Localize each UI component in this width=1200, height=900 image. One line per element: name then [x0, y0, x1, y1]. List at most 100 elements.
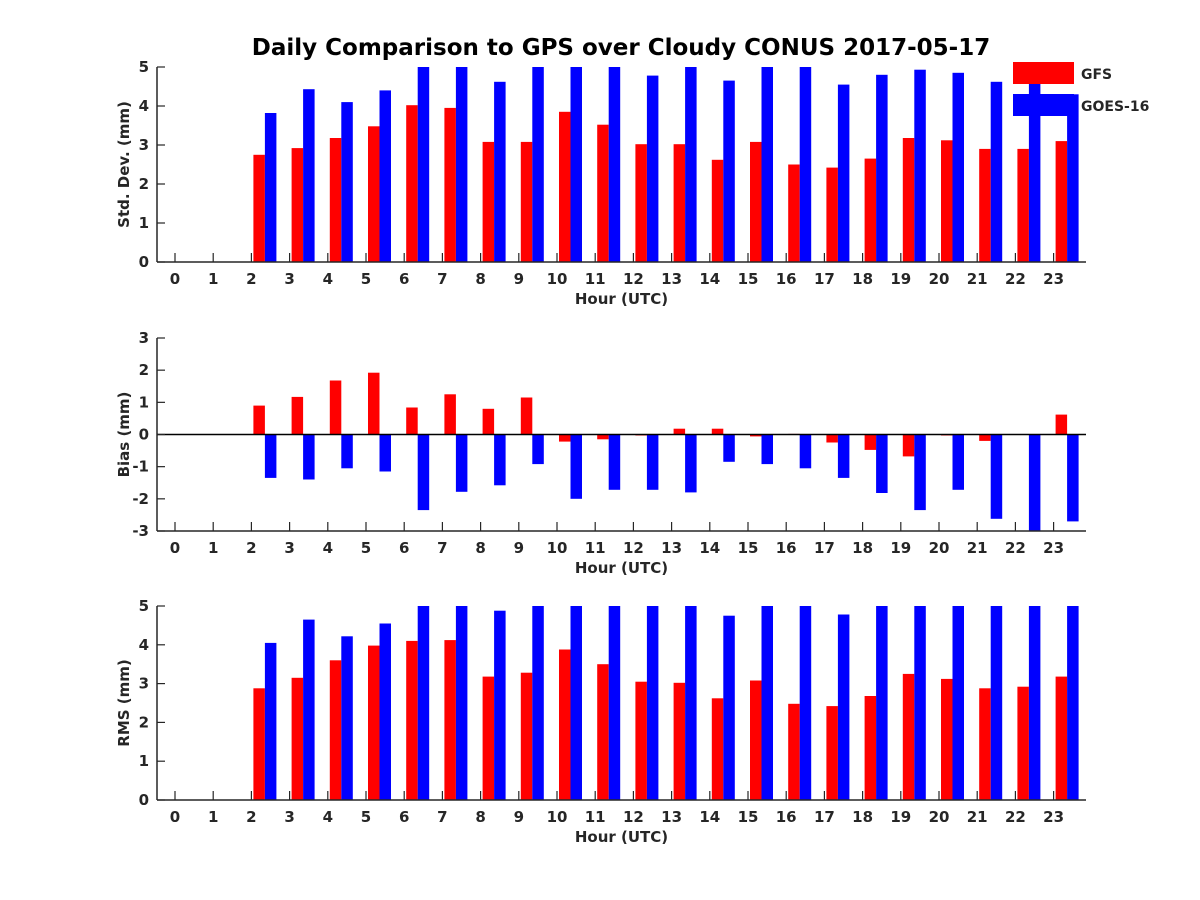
bar-goes-16-hour-18 — [876, 606, 888, 800]
bar-goes-16-hour-6 — [417, 67, 430, 262]
x-tick-label: 0 — [170, 270, 180, 288]
bar-gfs-hour-20 — [941, 678, 953, 800]
x-axis-label: Hour (UTC) — [575, 290, 668, 308]
x-tick-label: 2 — [246, 270, 256, 288]
x-tick-label: 9 — [514, 539, 524, 557]
y-tick-label: 3 — [139, 329, 149, 347]
y-tick-label: 5 — [139, 597, 149, 615]
x-tick-label: 3 — [284, 539, 294, 557]
bar-goes-16-hour-6 — [417, 434, 430, 511]
bar-gfs-hour-6 — [406, 407, 418, 435]
bar-goes-16-hour-15 — [761, 67, 773, 262]
bar-gfs-hour-17 — [826, 706, 838, 800]
bar-goes-16-hour-12 — [646, 434, 659, 490]
bar-gfs-hour-7 — [444, 107, 456, 263]
x-tick-label: 16 — [776, 808, 797, 826]
x-tick-label: 19 — [890, 539, 911, 557]
x-tick-label: 6 — [399, 539, 409, 557]
bar-gfs-hour-12 — [635, 144, 647, 262]
x-tick-label: 4 — [323, 808, 333, 826]
bar-goes-16-hour-7 — [455, 434, 468, 492]
bar-gfs-hour-13 — [673, 144, 686, 262]
x-tick-label: 21 — [967, 539, 988, 557]
bar-goes-16-hour-3 — [303, 619, 315, 800]
bar-gfs-hour-4 — [329, 138, 342, 262]
bar-gfs-hour-9 — [520, 672, 533, 800]
bar-gfs-hour-13 — [673, 428, 686, 435]
bar-gfs-hour-20 — [941, 140, 953, 262]
legend-swatch-goes-16 — [1013, 94, 1074, 116]
x-tick-label: 1 — [208, 270, 218, 288]
y-tick-label: 4 — [139, 97, 149, 115]
y-tick-label: 4 — [139, 636, 149, 654]
x-tick-label: 10 — [547, 270, 568, 288]
bar-gfs-hour-17 — [826, 434, 838, 443]
x-tick-label: 14 — [699, 270, 720, 288]
x-tick-label: 21 — [967, 270, 988, 288]
x-tick-label: 2 — [246, 808, 256, 826]
bar-gfs-hour-16 — [788, 703, 800, 800]
bar-goes-16-hour-3 — [303, 434, 315, 480]
bar-goes-16-hour-13 — [685, 606, 697, 800]
x-tick-label: 3 — [284, 270, 294, 288]
bar-goes-16-hour-4 — [341, 636, 353, 800]
x-tick-label: 15 — [738, 808, 759, 826]
bar-goes-16-hour-2 — [264, 642, 277, 800]
x-tick-label: 22 — [1005, 539, 1026, 557]
bar-goes-16-hour-8 — [494, 81, 506, 262]
legend: GFS GOES-16 — [1013, 62, 1149, 116]
y-axis-label: Bias (mm) — [115, 392, 133, 478]
bar-goes-16-hour-13 — [685, 67, 697, 262]
bar-gfs-hour-11 — [597, 434, 609, 440]
x-tick-label: 5 — [361, 808, 371, 826]
y-tick-label: 3 — [139, 136, 149, 154]
x-tick-label: 15 — [738, 270, 759, 288]
x-tick-label: 13 — [661, 270, 682, 288]
bar-gfs-hour-16 — [788, 164, 800, 262]
x-tick-label: 16 — [776, 270, 797, 288]
bar-gfs-hour-6 — [406, 640, 418, 800]
bar-gfs-hour-11 — [597, 124, 609, 262]
bar-goes-16-hour-7 — [455, 67, 468, 262]
x-tick-label: 17 — [814, 270, 835, 288]
bar-goes-16-hour-16 — [799, 67, 812, 262]
bar-gfs-hour-14 — [711, 428, 724, 435]
bar-goes-16-hour-22 — [1028, 606, 1041, 800]
bar-gfs-hour-18 — [864, 434, 877, 450]
y-tick-label: 3 — [139, 675, 149, 693]
x-tick-label: 18 — [852, 539, 873, 557]
bar-goes-16-hour-20 — [952, 72, 964, 262]
bar-goes-16-hour-21 — [990, 434, 1003, 519]
bar-goes-16-hour-17 — [837, 434, 850, 478]
y-tick-label: 0 — [139, 426, 149, 444]
bar-gfs-hour-19 — [902, 138, 915, 262]
bar-gfs-hour-18 — [864, 696, 877, 800]
bar-goes-16-hour-19 — [914, 434, 926, 511]
bar-gfs-hour-13 — [673, 682, 686, 800]
legend-label-goes-16: GOES-16 — [1081, 99, 1149, 115]
bar-goes-16-hour-18 — [876, 434, 888, 493]
bar-gfs-hour-5 — [368, 126, 380, 262]
x-tick-label: 6 — [399, 808, 409, 826]
bar-gfs-hour-2 — [253, 405, 265, 435]
y-tick-label: 1 — [139, 752, 149, 770]
x-tick-label: 7 — [437, 270, 447, 288]
bar-gfs-hour-6 — [406, 105, 418, 262]
bar-gfs-hour-2 — [253, 154, 265, 263]
x-tick-label: 3 — [284, 808, 294, 826]
bar-goes-16-hour-5 — [379, 90, 391, 263]
x-tick-label: 11 — [585, 539, 606, 557]
x-tick-label: 4 — [323, 270, 333, 288]
bar-gfs-hour-3 — [291, 677, 304, 800]
bar-gfs-hour-7 — [444, 394, 456, 435]
bar-goes-16-hour-9 — [532, 434, 544, 465]
bar-goes-16-hour-19 — [914, 69, 926, 262]
bar-goes-16-hour-9 — [532, 67, 544, 262]
x-tick-label: 12 — [623, 808, 644, 826]
x-tick-label: 11 — [585, 808, 606, 826]
